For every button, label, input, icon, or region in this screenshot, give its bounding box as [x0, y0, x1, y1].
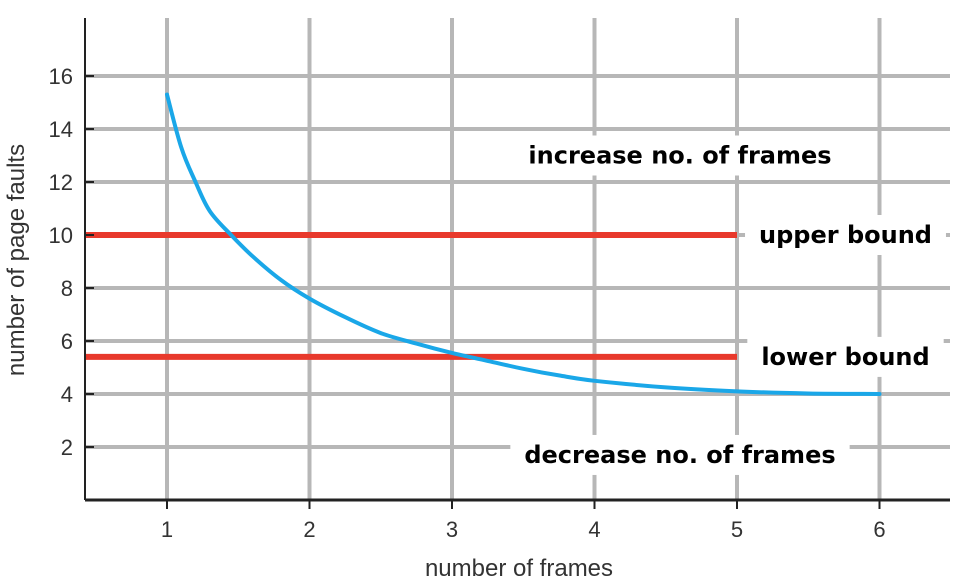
annotation-increase-frames-background: [514, 135, 846, 176]
y-tick-label-12: 12: [49, 170, 73, 195]
plot-frame: [84, 18, 950, 502]
x-tick-label-2: 2: [303, 517, 315, 542]
upper-bound-label: upper bound: [759, 221, 932, 249]
y-tick-label-4: 4: [61, 382, 73, 407]
x-tick-label-4: 4: [588, 517, 600, 542]
x-tick-label-3: 3: [446, 517, 458, 542]
y-tick-label-8: 8: [61, 276, 73, 301]
upper-bound-label-background: [745, 215, 946, 255]
annotation-decrease-frames-background: [510, 434, 850, 475]
annotations: increase no. of frames decrease no. of fr…: [510, 135, 946, 475]
y-axis-title: number of page faults: [3, 144, 30, 376]
curve-layer: [165, 92, 882, 396]
grid-lines: [85, 18, 950, 500]
y-tick-label-14: 14: [49, 117, 73, 142]
y-tick-label-16: 16: [49, 64, 73, 89]
y-tick-label-10: 10: [49, 223, 73, 248]
x-tick-label-5: 5: [731, 517, 743, 542]
annotation-increase-frames: increase no. of frames: [528, 142, 831, 170]
x-axis-title: number of frames: [425, 555, 613, 582]
lower-bound-label-background: [747, 336, 944, 377]
x-tick-label-6: 6: [873, 517, 885, 542]
annotation-decrease-frames: decrease no. of frames: [524, 441, 835, 469]
y-tick-label-6: 6: [61, 329, 73, 354]
x-tick-label-1: 1: [161, 517, 173, 542]
reference-lines: [85, 232, 737, 360]
lower-bound-label: lower bound: [761, 343, 929, 371]
y-tick-label-2: 2: [61, 435, 73, 460]
page-fault-curve: [165, 92, 882, 396]
